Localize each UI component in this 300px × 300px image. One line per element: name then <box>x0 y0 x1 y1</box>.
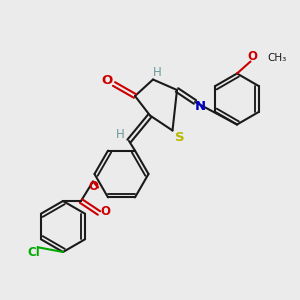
Text: CH₃: CH₃ <box>267 53 286 63</box>
Text: H: H <box>116 128 124 142</box>
Text: O: O <box>247 50 257 64</box>
Text: O: O <box>101 74 112 88</box>
Text: H: H <box>153 66 162 80</box>
Text: O: O <box>88 180 98 194</box>
Text: O: O <box>100 205 111 218</box>
Text: Cl: Cl <box>27 245 40 259</box>
Text: S: S <box>175 130 185 144</box>
Text: N: N <box>194 100 206 113</box>
